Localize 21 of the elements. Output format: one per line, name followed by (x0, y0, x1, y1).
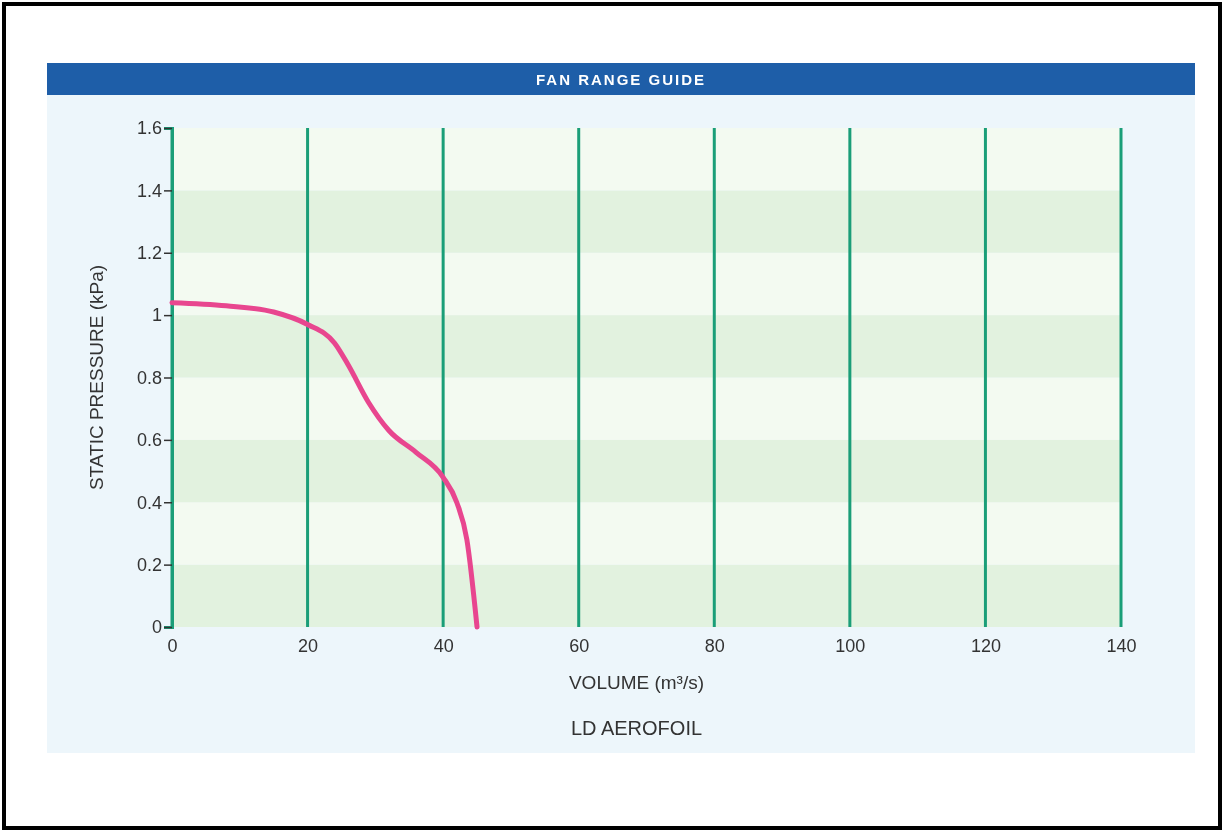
x-tick-label: 20 (298, 635, 319, 656)
x-tick-label: 40 (433, 635, 454, 656)
x-axis-title: VOLUME (m³/s) (568, 672, 705, 693)
chart-title: FAN RANGE GUIDE (535, 71, 707, 88)
y-tick-label: 0.8 (136, 367, 162, 388)
x-tick-label: 60 (569, 635, 590, 656)
y-tick-label: 1.6 (136, 118, 162, 139)
x-tick-label: 100 (835, 635, 866, 656)
y-tick-label: 1.4 (136, 180, 162, 201)
y-tick-label: 0 (151, 617, 162, 638)
y-axis-title: STATIC PRESSURE (kPa) (86, 264, 107, 491)
x-tick-label: 120 (970, 635, 1001, 656)
x-tick-label: 140 (1106, 635, 1137, 656)
y-tick-label: 0.2 (136, 554, 162, 575)
y-tick-label: 0.6 (136, 430, 162, 451)
x-tick-label: 80 (704, 635, 725, 656)
y-tick-label: 1.2 (136, 243, 162, 264)
x-tick-label: 0 (167, 635, 178, 656)
y-tick-label: 1 (151, 305, 162, 326)
text: LD AEROFOIL (570, 717, 703, 739)
y-tick-label: 0.4 (136, 492, 162, 513)
